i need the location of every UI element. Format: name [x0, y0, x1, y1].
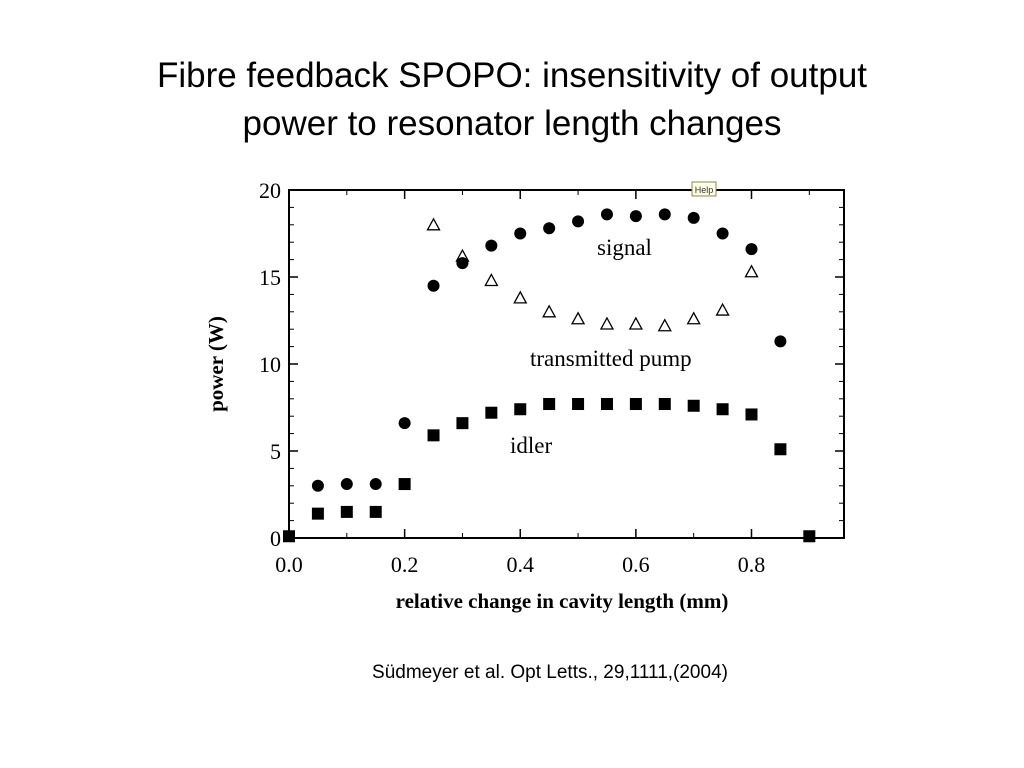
- axis-ticks: [288, 189, 844, 539]
- idler-point: [745, 408, 758, 421]
- transmitted-pump-point: [513, 290, 528, 304]
- transmitted-pump-point: [686, 311, 701, 325]
- transmitted-pump-point: [426, 217, 441, 231]
- transmitted-pump-point: [570, 311, 586, 325]
- idler-point: [658, 398, 671, 411]
- idler-point: [485, 406, 498, 419]
- citation: Südmeyer et al. Opt Letts., 29,1111,(200…: [372, 662, 728, 683]
- signal-point: [658, 208, 671, 221]
- series-label-idler: idler: [510, 433, 552, 458]
- idler-point: [572, 398, 585, 411]
- y-tick-label: 10: [259, 352, 281, 377]
- x-tick-label: 0.8: [738, 552, 766, 577]
- signal-point: [311, 479, 324, 492]
- x-tick-label: 0.6: [622, 552, 650, 577]
- idler-point: [629, 398, 642, 411]
- signal-point: [543, 222, 556, 235]
- idler-point: [283, 530, 295, 543]
- idler-point: [543, 398, 556, 411]
- signal-point: [427, 279, 440, 292]
- x-tick-label: 0.0: [275, 552, 303, 577]
- idler-point: [774, 443, 787, 456]
- help-button-label: Help: [695, 185, 714, 195]
- slide-title-line-2: power to resonator length changes: [242, 104, 782, 143]
- signal-point: [716, 227, 729, 240]
- idler-point: [456, 417, 469, 430]
- x-tick-label: 0.4: [507, 552, 535, 577]
- signal-point: [600, 208, 613, 221]
- signal-point: [687, 211, 700, 224]
- transmitted-pump-point: [744, 264, 759, 278]
- x-tick-label: 0.2: [391, 552, 419, 577]
- signal-point: [398, 417, 411, 430]
- transmitted-pump-point: [715, 302, 730, 316]
- y-axis-label: power (W): [204, 316, 228, 412]
- signal-point: [774, 335, 787, 348]
- idler-point: [716, 403, 729, 416]
- signal-point: [745, 243, 758, 256]
- y-tick-label: 5: [270, 439, 281, 464]
- signal-point: [514, 227, 527, 240]
- signal-point: [369, 478, 382, 491]
- signal-point: [629, 210, 642, 223]
- idler-point: [687, 399, 700, 412]
- help-button-box: [691, 181, 717, 197]
- series-label-signal: signal: [597, 235, 652, 260]
- y-tick-label: 0: [270, 526, 281, 551]
- idler-point: [600, 398, 613, 411]
- transmitted-pump-point: [628, 316, 643, 330]
- axis-tick-labels: 0.0 0.2 0.4 0.6 0.8 0 5 10 15 20: [259, 178, 765, 577]
- transmitted-pump-point: [599, 316, 615, 330]
- slide-title: Fibre feedback SPOPO: insensitivity of o…: [62, 52, 962, 148]
- idler-point: [311, 507, 324, 520]
- idler-point: [514, 403, 527, 416]
- idler-point: [398, 478, 411, 491]
- idler-point: [340, 505, 353, 518]
- signal-point: [340, 478, 353, 491]
- transmitted-pump-point: [484, 273, 499, 287]
- x-axis-label: relative change in cavity length (mm): [396, 589, 729, 613]
- signal-point: [456, 257, 469, 270]
- y-tick-label: 15: [259, 265, 281, 290]
- data-marks: [283, 208, 816, 543]
- idler-point: [427, 429, 440, 442]
- transmitted-pump-point: [455, 248, 470, 262]
- series-label-transmitted-pump: transmitted pump: [530, 346, 692, 371]
- idler-point: [369, 505, 382, 518]
- idler-point: [803, 530, 816, 543]
- slide-title-line-1: Fibre feedback SPOPO: insensitivity of o…: [156, 56, 868, 95]
- signal-point: [485, 239, 498, 252]
- y-tick-label: 20: [259, 178, 281, 203]
- signal-point: [572, 215, 585, 228]
- transmitted-pump-point: [657, 318, 672, 332]
- transmitted-pump-point: [542, 304, 557, 318]
- help-button[interactable]: Help: [691, 181, 717, 197]
